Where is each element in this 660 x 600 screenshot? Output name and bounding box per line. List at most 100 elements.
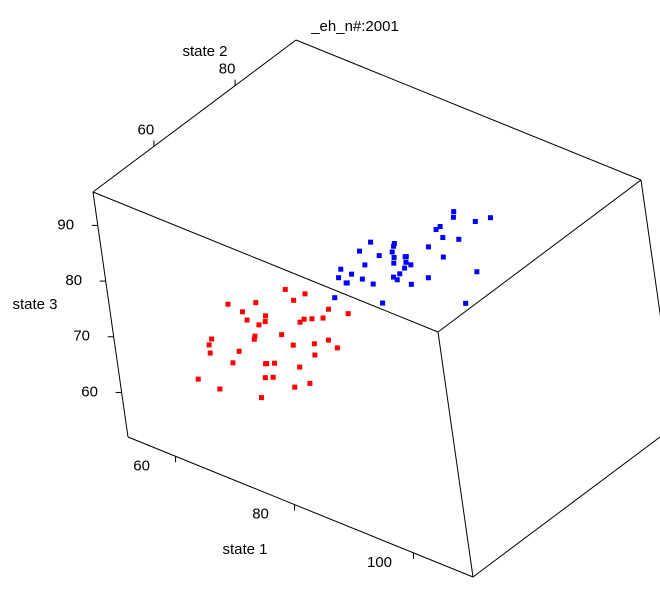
chart-title: _eh_n#:2001 (310, 18, 399, 35)
point (344, 280, 350, 286)
point (394, 277, 400, 283)
point (487, 215, 493, 221)
point (451, 209, 457, 215)
point (262, 313, 268, 319)
box-edge (472, 436, 660, 578)
point (217, 386, 223, 392)
point (320, 315, 326, 321)
point (408, 281, 414, 287)
point (307, 380, 313, 386)
point (262, 375, 268, 381)
point (225, 301, 231, 307)
point (239, 309, 245, 315)
point (297, 364, 303, 370)
x-tick-label: 100 (367, 554, 392, 571)
x-tick-label: 60 (133, 457, 150, 474)
point (195, 376, 201, 382)
point (209, 336, 215, 342)
point (450, 214, 456, 220)
point (279, 332, 285, 338)
y-tick-label: 60 (138, 121, 155, 138)
point (290, 342, 296, 348)
point (297, 319, 303, 325)
point (258, 395, 264, 401)
y-tick-label: 80 (219, 61, 236, 78)
box-edge (437, 179, 642, 333)
point (440, 254, 446, 260)
z-tick-label: 60 (81, 383, 98, 400)
x-tick-label: 80 (252, 506, 269, 523)
point (474, 269, 480, 275)
point (301, 316, 307, 322)
box-edge (127, 436, 474, 578)
z-tick-label: 90 (57, 216, 74, 233)
point (437, 224, 443, 230)
point (264, 361, 270, 367)
point (236, 348, 242, 354)
point (397, 271, 403, 277)
point (402, 254, 408, 260)
point (433, 227, 439, 233)
point (425, 275, 431, 281)
z-axis-label: state 3 (12, 296, 57, 313)
point (402, 265, 408, 271)
point (256, 322, 262, 328)
point (359, 276, 365, 282)
point (272, 360, 278, 366)
point (345, 311, 351, 317)
point (282, 286, 288, 292)
point (338, 266, 344, 272)
point (456, 236, 462, 242)
point (325, 337, 331, 343)
point (390, 274, 396, 280)
point (380, 300, 386, 306)
point (326, 306, 332, 312)
point (292, 384, 298, 390)
box-edge (437, 331, 474, 578)
point (391, 260, 397, 266)
box-edge (92, 39, 297, 193)
point (334, 345, 340, 351)
y-axis-label: state 2 (182, 43, 227, 60)
point (389, 249, 395, 255)
x-axis-label: state 1 (222, 541, 267, 558)
point (207, 350, 213, 356)
box-edge (92, 191, 439, 333)
point (336, 275, 342, 281)
point (270, 374, 276, 380)
point (472, 218, 478, 224)
point (425, 244, 431, 250)
box-edge (640, 179, 660, 317)
point (311, 341, 317, 347)
point (391, 254, 397, 260)
point (291, 297, 297, 303)
point (230, 360, 236, 366)
point (309, 316, 315, 322)
point (362, 262, 368, 268)
point (376, 253, 382, 259)
point (463, 300, 469, 306)
point (391, 243, 397, 249)
box-edge (92, 191, 129, 438)
point (332, 295, 338, 301)
point (252, 333, 258, 339)
point (356, 248, 362, 254)
point (251, 336, 257, 342)
point (403, 259, 409, 265)
point (302, 291, 308, 297)
point (349, 271, 355, 277)
point (262, 319, 268, 325)
z-tick-label: 80 (65, 272, 82, 289)
point (206, 342, 212, 348)
point (312, 352, 318, 358)
point (370, 281, 376, 287)
point (391, 241, 397, 247)
point (244, 317, 250, 323)
box-edge (295, 39, 642, 181)
point (253, 300, 259, 306)
point (408, 262, 414, 268)
z-tick-label: 70 (73, 328, 90, 345)
point (368, 239, 374, 245)
point (440, 235, 446, 241)
